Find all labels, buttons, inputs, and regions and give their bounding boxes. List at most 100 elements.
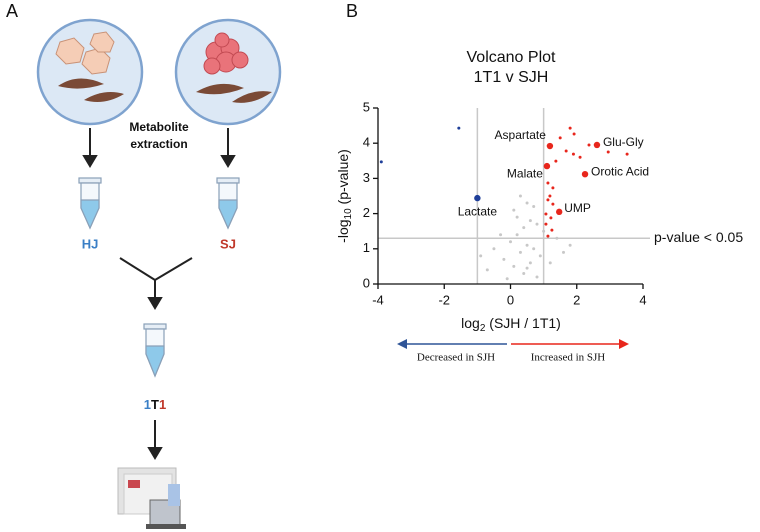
y-tick-label: 5 xyxy=(363,99,370,114)
point xyxy=(522,226,526,230)
point xyxy=(532,247,536,251)
chart-title: Volcano Plot xyxy=(467,49,557,66)
point xyxy=(571,152,575,156)
combined-part: 1 xyxy=(144,397,151,412)
point xyxy=(548,194,552,198)
point xyxy=(546,142,554,150)
axis-label-part: (p-value) xyxy=(335,149,351,208)
point-label: Glu-Gly xyxy=(603,135,644,149)
point-label: Malate xyxy=(507,166,543,180)
arrow-head xyxy=(397,339,407,349)
point xyxy=(562,250,565,254)
point xyxy=(551,186,555,190)
axis-label-part: 2 xyxy=(480,323,486,334)
sample-label: HJ xyxy=(82,236,99,251)
point xyxy=(551,202,555,206)
direction-label: Decreased in SJH xyxy=(417,352,495,364)
y-tick-label: 3 xyxy=(363,170,370,185)
point xyxy=(512,264,516,268)
point xyxy=(587,143,591,147)
point xyxy=(542,229,546,233)
point xyxy=(554,159,558,163)
combined-part: T xyxy=(151,397,159,412)
point xyxy=(572,132,576,136)
point xyxy=(564,149,568,153)
axis-label-part: (SJH / 1T1) xyxy=(485,315,560,331)
chart-title: 1T1 v SJH xyxy=(474,69,549,86)
point xyxy=(499,233,503,237)
point xyxy=(474,194,481,202)
point xyxy=(515,215,519,219)
direction-label: Increased in SJH xyxy=(531,352,606,364)
axis-label-part: -log xyxy=(335,219,351,242)
point xyxy=(568,126,572,130)
arrow-head xyxy=(619,339,629,349)
point xyxy=(546,181,550,185)
point xyxy=(593,141,601,149)
sample-label: SJ xyxy=(220,236,236,251)
x-label: log2 (SJH / 1T1) xyxy=(461,315,561,334)
point xyxy=(555,236,559,240)
y-tick-label: 4 xyxy=(363,135,370,150)
point xyxy=(625,152,629,156)
cell-fibroblast xyxy=(84,92,124,102)
point xyxy=(518,194,522,198)
point xyxy=(555,208,563,216)
point xyxy=(379,160,383,164)
point xyxy=(512,208,516,212)
cells-hj xyxy=(55,31,115,75)
y-tick-label: 0 xyxy=(363,275,370,290)
point-label: Aspartate xyxy=(495,128,547,142)
point xyxy=(528,261,532,265)
point xyxy=(485,268,489,272)
point xyxy=(581,170,589,178)
combined-part: 1 xyxy=(159,397,166,412)
point xyxy=(568,243,572,247)
panel-label: B xyxy=(346,1,358,21)
point xyxy=(479,254,483,258)
threshold-label: p-value < 0.05 xyxy=(654,229,743,245)
point xyxy=(544,222,548,226)
point xyxy=(505,277,509,281)
point xyxy=(550,228,554,232)
cell-fibroblast xyxy=(196,83,244,95)
y-tick-label: 2 xyxy=(363,205,370,220)
x-tick-label: -4 xyxy=(372,292,384,307)
cell-fibroblast xyxy=(232,91,272,103)
point xyxy=(548,261,552,265)
point xyxy=(528,219,532,223)
x-tick-label: -2 xyxy=(438,292,450,307)
point xyxy=(492,247,496,251)
tubes xyxy=(78,177,240,378)
point-label: UMP xyxy=(564,201,591,215)
point xyxy=(606,150,610,154)
point xyxy=(558,136,562,140)
point xyxy=(509,240,512,244)
x-tick-label: 0 xyxy=(507,292,514,307)
point xyxy=(549,216,553,220)
combined-label: 1T1 xyxy=(144,397,166,412)
cell-fibroblast xyxy=(58,78,104,89)
point xyxy=(543,162,551,170)
point xyxy=(522,271,526,275)
step-label: Metabolite extraction xyxy=(129,120,189,151)
point xyxy=(578,155,582,159)
point xyxy=(544,212,548,216)
point xyxy=(535,275,539,279)
volcano-plot: Volcano Plot 1T1 v SJH p-value < 0.05 0 1 2 3 4… xyxy=(335,49,744,363)
y-tick-label: 1 xyxy=(363,240,370,255)
point xyxy=(525,266,529,270)
point xyxy=(457,126,461,130)
point xyxy=(535,222,539,226)
point xyxy=(518,250,522,254)
x-tick-label: 2 xyxy=(573,292,580,307)
point xyxy=(525,201,529,205)
arrows xyxy=(82,128,236,460)
axis-label-part: 10 xyxy=(343,208,354,220)
point xyxy=(546,198,550,202)
point xyxy=(502,257,506,261)
point xyxy=(546,234,550,238)
point-label: Orotic Acid xyxy=(591,164,649,178)
panel-label: A xyxy=(6,1,18,21)
